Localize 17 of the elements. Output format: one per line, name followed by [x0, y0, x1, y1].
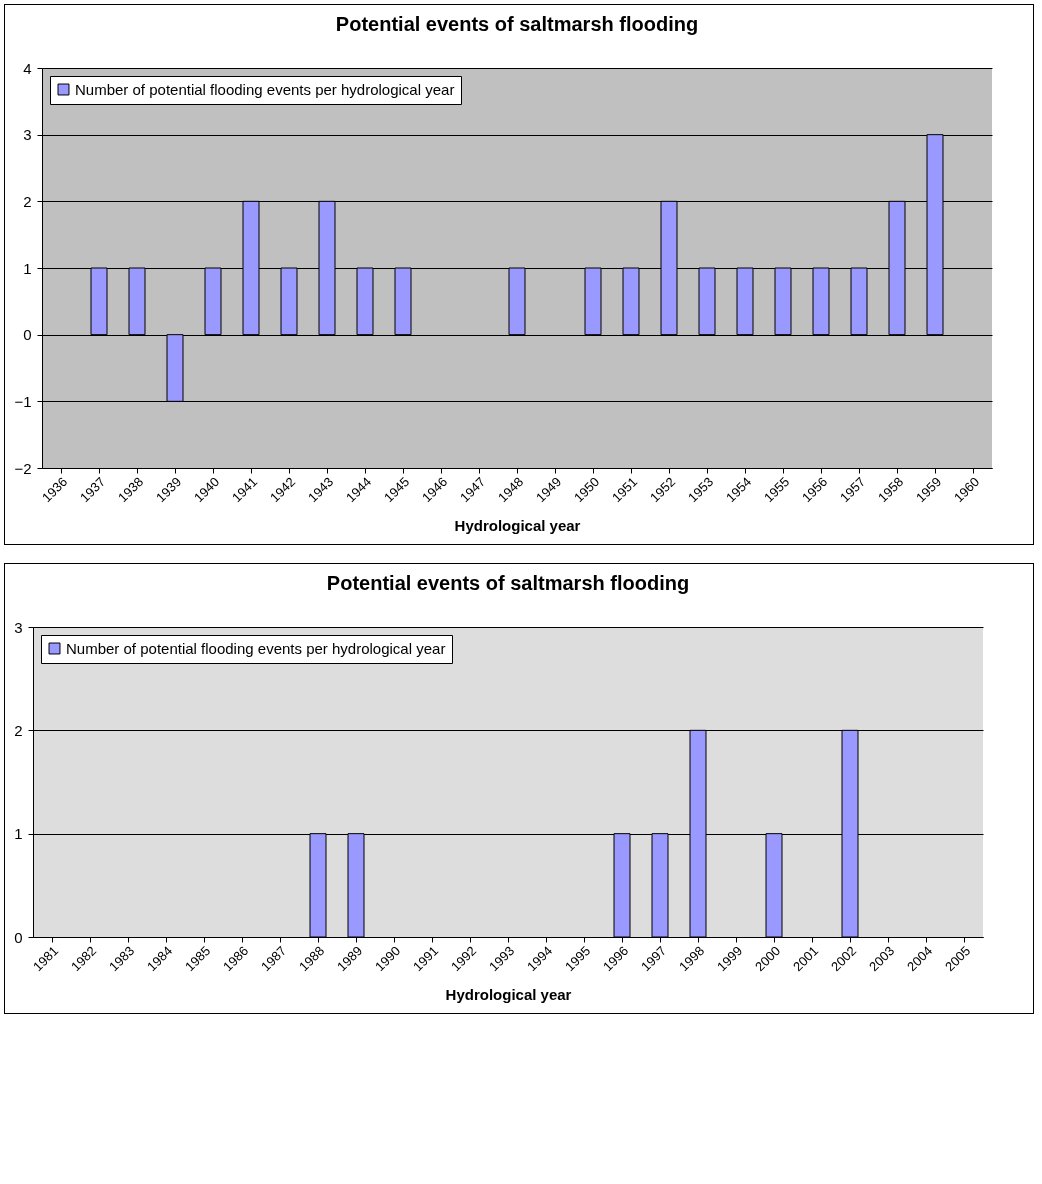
legend-label: Number of potential flooding events per hydrological year — [75, 80, 455, 98]
y-tick-label: 2 — [23, 192, 32, 210]
chart-title: Potential events of saltmarsh flooding — [335, 13, 699, 35]
y-tick-label: −2 — [14, 459, 32, 477]
legend-label: Number of potential flooding events per hydrological year — [66, 639, 446, 657]
y-tick-label: 3 — [23, 126, 32, 144]
x-axis-title: Hydrological year — [445, 986, 572, 1004]
y-tick-label: 1 — [14, 825, 23, 843]
y-tick-label: 2 — [14, 721, 23, 739]
y-tick-label: 4 — [23, 59, 32, 77]
y-tick-label: 3 — [14, 618, 23, 636]
x-axis-title: Hydrological year — [454, 517, 581, 535]
y-tick-label: 0 — [14, 928, 23, 946]
chart-title: Potential events of saltmarsh flooding — [326, 572, 690, 594]
y-tick-label: 1 — [23, 259, 32, 277]
y-tick-label: −1 — [14, 392, 32, 410]
y-tick-label: 0 — [23, 326, 32, 344]
